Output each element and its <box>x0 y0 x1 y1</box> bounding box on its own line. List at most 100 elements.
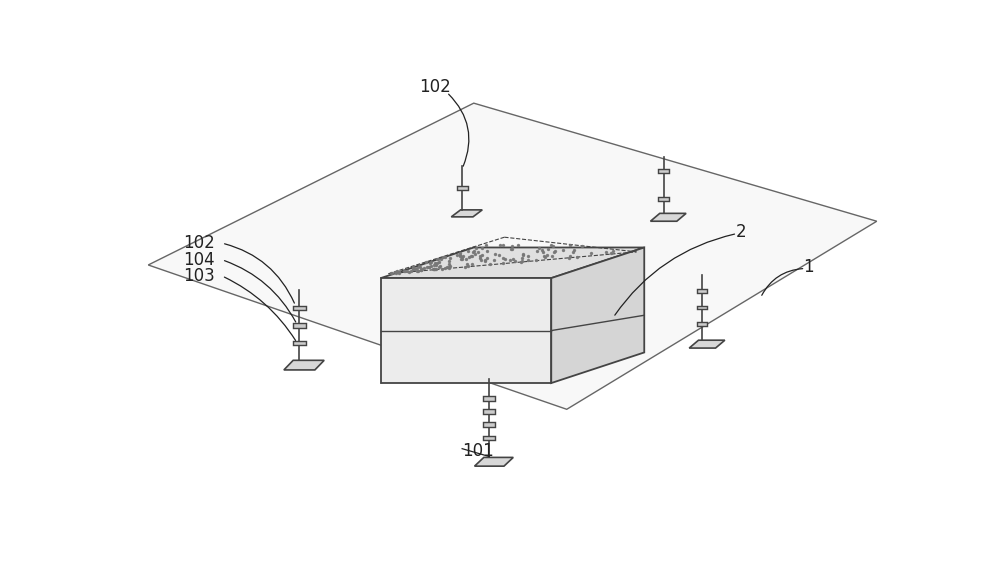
Point <box>461 253 477 262</box>
Point <box>539 251 555 260</box>
Point <box>397 266 413 275</box>
Point <box>434 264 450 273</box>
Point <box>454 254 470 264</box>
Point <box>458 254 474 264</box>
Point <box>478 240 494 249</box>
Point <box>504 245 520 254</box>
Point <box>482 260 498 269</box>
Point <box>428 265 444 274</box>
FancyBboxPatch shape <box>697 289 707 293</box>
Point <box>401 267 417 276</box>
Point <box>463 252 479 261</box>
Point <box>507 256 523 265</box>
Polygon shape <box>451 210 482 217</box>
Point <box>555 246 571 255</box>
FancyBboxPatch shape <box>658 169 669 173</box>
Point <box>603 248 619 257</box>
Point <box>405 262 421 272</box>
Point <box>399 267 415 276</box>
Point <box>472 254 488 263</box>
Point <box>544 252 560 261</box>
Point <box>529 247 545 256</box>
Point <box>528 255 544 264</box>
Point <box>391 268 407 277</box>
Point <box>442 254 458 263</box>
Polygon shape <box>148 103 877 410</box>
Point <box>383 269 399 278</box>
Point <box>543 240 559 249</box>
Point <box>410 266 426 275</box>
Point <box>441 263 457 272</box>
Point <box>545 241 561 250</box>
Point <box>583 249 599 258</box>
Point <box>407 264 423 273</box>
Point <box>505 254 521 264</box>
Point <box>465 247 481 256</box>
Point <box>422 259 438 268</box>
Point <box>474 244 490 253</box>
Point <box>495 253 511 262</box>
Point <box>561 253 577 262</box>
Point <box>429 258 445 268</box>
Point <box>441 256 457 265</box>
Point <box>453 254 469 263</box>
Point <box>441 262 457 271</box>
Point <box>423 257 439 266</box>
Point <box>510 241 526 250</box>
Point <box>468 244 484 253</box>
Point <box>474 251 490 260</box>
Point <box>531 243 547 252</box>
Point <box>428 261 444 270</box>
FancyBboxPatch shape <box>293 341 306 345</box>
Polygon shape <box>689 340 725 348</box>
Point <box>396 266 412 275</box>
Point <box>503 245 519 254</box>
Point <box>412 262 428 272</box>
Point <box>547 247 563 256</box>
Point <box>457 262 473 271</box>
Point <box>433 254 449 263</box>
Point <box>536 251 552 260</box>
Point <box>413 265 429 274</box>
Point <box>520 256 536 265</box>
Polygon shape <box>475 457 513 466</box>
Point <box>416 264 432 273</box>
Point <box>429 255 445 264</box>
Point <box>432 261 448 270</box>
Point <box>491 250 507 260</box>
Point <box>437 264 453 273</box>
Point <box>486 255 502 264</box>
FancyBboxPatch shape <box>293 306 306 310</box>
Point <box>431 262 447 271</box>
Point <box>426 264 442 273</box>
Text: 2: 2 <box>736 223 746 241</box>
FancyBboxPatch shape <box>483 396 495 400</box>
Point <box>455 252 471 261</box>
Point <box>430 254 446 264</box>
Point <box>487 249 503 258</box>
Point <box>442 262 458 271</box>
Point <box>387 268 403 277</box>
Point <box>384 268 400 277</box>
Point <box>535 248 551 257</box>
Point <box>467 250 483 259</box>
Text: 103: 103 <box>183 267 215 285</box>
Point <box>427 258 443 267</box>
Point <box>441 259 457 268</box>
Point <box>502 256 518 265</box>
Point <box>421 263 437 272</box>
Point <box>388 268 404 277</box>
Point <box>452 249 468 258</box>
Text: 102: 102 <box>183 234 215 252</box>
Point <box>439 262 455 272</box>
Point <box>537 252 553 261</box>
Text: 101: 101 <box>462 442 494 460</box>
Point <box>565 248 581 257</box>
Point <box>520 251 536 260</box>
FancyBboxPatch shape <box>483 436 495 440</box>
Point <box>414 264 430 273</box>
Point <box>477 256 493 265</box>
Point <box>423 262 439 271</box>
Point <box>514 256 530 265</box>
Point <box>425 264 441 273</box>
